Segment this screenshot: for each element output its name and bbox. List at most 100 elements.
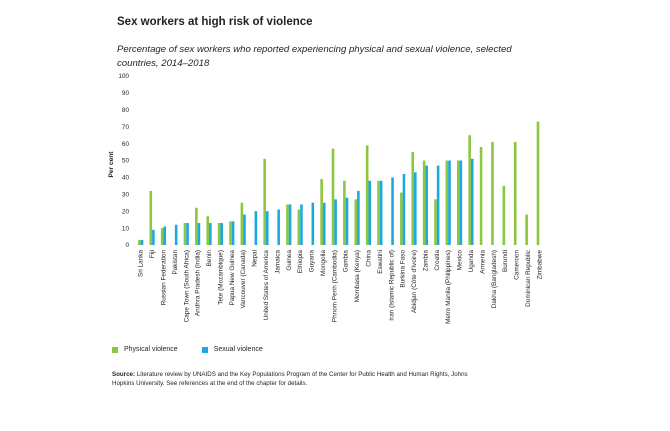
bar-sexual: [425, 165, 429, 245]
bar-physical: [183, 223, 187, 245]
bar-sexual: [220, 223, 224, 245]
bar-physical: [343, 180, 346, 245]
x-tick-label: Metro Manila (Philippines): [445, 250, 452, 324]
bar-sexual: [174, 224, 178, 245]
legend-item-sexual: Sexual violence: [201, 346, 263, 353]
x-tick-label: Zimbabwe: [536, 250, 543, 280]
bar-physical: [411, 152, 415, 245]
bar-physical: [263, 158, 266, 245]
bar-sexual: [254, 211, 258, 245]
bar-sexual: [402, 174, 406, 245]
x-tick-label: Mongolia: [320, 250, 327, 276]
bar-physical: [468, 135, 471, 245]
legend-item-physical: Physical violence: [112, 346, 178, 353]
bar-sexual: [300, 204, 303, 245]
bar-sexual: [231, 221, 235, 245]
bar-physical: [229, 221, 232, 245]
y-tick-label: 70: [122, 124, 130, 131]
legend-swatch-sexual: [201, 346, 208, 353]
y-tick-label: 20: [122, 208, 130, 215]
bar-sexual: [414, 172, 417, 245]
bar-physical: [354, 199, 358, 245]
bar-physical: [240, 202, 244, 245]
x-tick-label: Guinea: [286, 250, 293, 271]
bar-physical: [400, 192, 403, 245]
x-tick-label: Tete (Mozambique): [217, 250, 224, 305]
bar-sexual: [379, 180, 383, 245]
x-tick-label: Croatia: [434, 250, 441, 271]
bar-physical: [434, 199, 437, 245]
bar-physical: [195, 207, 198, 245]
bar-sexual: [311, 202, 315, 245]
bar-physical: [286, 204, 289, 245]
bar-sexual: [436, 165, 440, 245]
x-tick-label: Armenia: [479, 250, 486, 274]
y-axis-title: Per cent: [108, 151, 115, 178]
bar-sexual: [197, 223, 201, 245]
source-text: Literature review by UNAIDS and the Key …: [112, 371, 468, 387]
x-tick-label: Dominican Republic: [525, 249, 532, 307]
chart-subtitle: Percentage of sex workers who reported e…: [117, 44, 512, 69]
bar-sexual: [140, 239, 144, 245]
bar-physical: [331, 148, 335, 245]
bar-sexual: [459, 160, 463, 245]
x-tick-label: Cape Town (South Africa): [183, 250, 190, 322]
x-tick-label: Uganda: [468, 250, 475, 273]
x-tick-label: Nepal: [252, 250, 259, 267]
y-tick-label: 100: [118, 73, 129, 80]
bar-sexual: [186, 223, 189, 245]
x-tick-label: Sri Lanka: [138, 250, 145, 277]
x-tick-label: Papua New Guinea: [229, 250, 236, 306]
x-tick-label: Benin: [206, 250, 213, 267]
bar-sexual: [470, 158, 474, 245]
y-tick-label: 50: [122, 158, 130, 165]
bar-physical: [513, 141, 517, 245]
x-tick-label: Ethiopia: [297, 250, 304, 274]
bar-physical: [502, 185, 506, 245]
bar-sexual: [322, 202, 326, 245]
x-tick-label: Zambia: [422, 250, 429, 272]
legend-label-physical: Physical violence: [124, 346, 178, 353]
bar-sexual: [368, 180, 372, 245]
bar-sexual: [334, 199, 337, 245]
bar-sexual: [209, 223, 212, 245]
legend-label-sexual: Sexual violence: [213, 346, 263, 353]
bar-physical: [456, 160, 460, 245]
x-tick-label: Guyana: [309, 250, 316, 273]
x-tick-label: Eswatini: [377, 250, 384, 274]
x-tick-label: China: [365, 250, 372, 267]
bar-sexual: [345, 197, 349, 245]
bar-physical: [422, 160, 426, 245]
y-tick-label: 0: [125, 242, 129, 249]
bar-sexual: [152, 229, 155, 245]
y-tick-label: 10: [122, 225, 130, 232]
bar-sexual: [288, 204, 292, 245]
bar-physical: [320, 179, 323, 245]
bar-sexual: [265, 211, 269, 245]
y-tick-label: 80: [122, 107, 130, 114]
bar-physical: [536, 121, 540, 245]
x-tick-label: Burkina Faso: [400, 250, 407, 288]
x-tick-label: United States of America: [263, 250, 270, 321]
bar-sexual: [243, 214, 246, 245]
x-tick-label: Gambia: [343, 250, 350, 273]
y-tick-label: 30: [122, 192, 130, 199]
source-label: Source:: [112, 371, 136, 378]
bar-sexual: [391, 177, 394, 245]
bar-physical: [365, 145, 369, 245]
x-tick-label: Cameroon: [514, 250, 521, 280]
x-tick-label: Fiji: [149, 250, 156, 258]
x-tick-label: Burundi: [502, 250, 509, 272]
bar-sexual: [448, 160, 451, 245]
bar-physical: [138, 239, 141, 245]
x-tick-label: Andhra Pradesh (India): [195, 250, 202, 316]
bar-physical: [445, 160, 449, 245]
x-tick-label: Phnom Penh (Cambodia): [331, 250, 338, 322]
x-tick-label: Jamaica: [274, 250, 281, 274]
source-note: Source: Literature review by UNAIDS and …: [112, 370, 472, 388]
bar-sexual: [357, 190, 360, 245]
x-tick-label: Vancouver (Canada): [240, 250, 247, 309]
x-tick-label: Russian Federation: [160, 250, 167, 306]
bar-physical: [217, 223, 221, 245]
bar-physical: [149, 190, 153, 245]
